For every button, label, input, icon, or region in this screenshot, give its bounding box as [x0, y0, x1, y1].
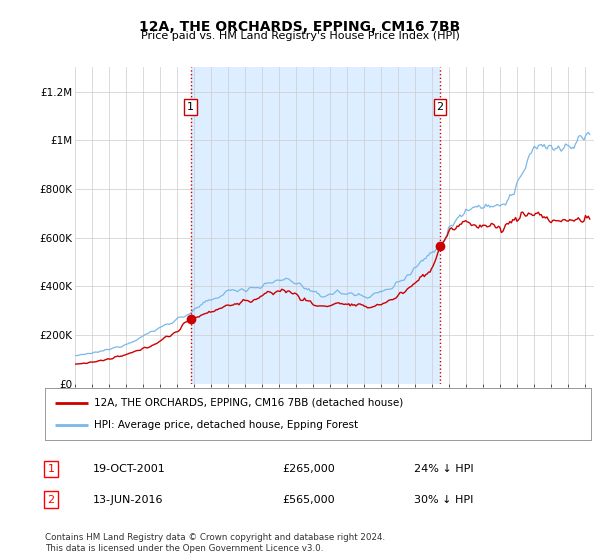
Text: 1: 1 [187, 102, 194, 112]
Text: 2: 2 [47, 494, 55, 505]
Text: 19-OCT-2001: 19-OCT-2001 [93, 464, 166, 474]
Text: 2: 2 [436, 102, 443, 112]
Text: £565,000: £565,000 [282, 494, 335, 505]
Text: Contains HM Land Registry data © Crown copyright and database right 2024.
This d: Contains HM Land Registry data © Crown c… [45, 533, 385, 553]
Text: 24% ↓ HPI: 24% ↓ HPI [414, 464, 473, 474]
Text: 1: 1 [47, 464, 55, 474]
Text: 12A, THE ORCHARDS, EPPING, CM16 7BB (detached house): 12A, THE ORCHARDS, EPPING, CM16 7BB (det… [94, 398, 403, 408]
Bar [191, 67, 440, 384]
Text: 13-JUN-2016: 13-JUN-2016 [93, 494, 163, 505]
Text: 30% ↓ HPI: 30% ↓ HPI [414, 494, 473, 505]
Text: Price paid vs. HM Land Registry's House Price Index (HPI): Price paid vs. HM Land Registry's House … [140, 31, 460, 41]
Text: 12A, THE ORCHARDS, EPPING, CM16 7BB: 12A, THE ORCHARDS, EPPING, CM16 7BB [139, 20, 461, 34]
Text: £265,000: £265,000 [282, 464, 335, 474]
Text: HPI: Average price, detached house, Epping Forest: HPI: Average price, detached house, Eppi… [94, 420, 358, 430]
Bar [191, 67, 440, 384]
